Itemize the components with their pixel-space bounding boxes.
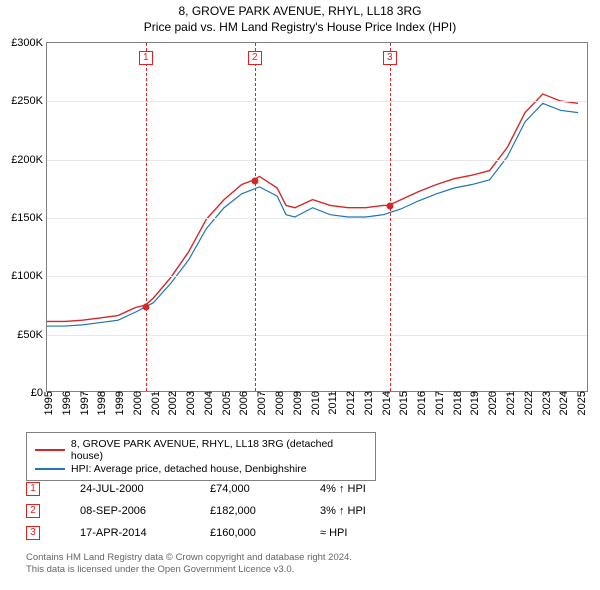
annotation-row: 1 24-JUL-2000 £74,000 4% ↑ HPI [26,478,420,500]
marker-box: 3 [383,51,397,65]
annotation-row: 3 17-APR-2014 £160,000 ≈ HPI [26,522,420,544]
legend-label: 8, GROVE PARK AVENUE, RHYL, LL18 3RG (de… [71,438,367,462]
y-axis-label: £200K [11,154,47,166]
x-axis-label: 2019 [465,391,481,415]
gridline [47,101,587,102]
y-axis-label: £100K [11,270,47,282]
annotation-price: £182,000 [210,505,320,517]
marker-vline [255,43,256,391]
footer-line1: Contains HM Land Registry data © Crown c… [26,552,352,564]
annotation-marker: 1 [26,482,40,496]
x-axis-label: 2022 [519,391,535,415]
chart-plot-area: £0£50K£100K£150K£200K£250K£300K199519961… [46,42,588,392]
x-axis-label: 2013 [359,391,375,415]
marker-box: 1 [139,51,153,65]
chart-lines-svg [47,43,587,391]
y-axis-label: £300K [11,37,47,49]
x-axis-label: 2003 [181,391,197,415]
annotation-hpi: 4% ↑ HPI [320,483,420,495]
x-axis-label: 2001 [146,391,162,415]
x-axis-label: 2017 [430,391,446,415]
x-axis-label: 1997 [75,391,91,415]
x-axis-label: 2000 [128,391,144,415]
y-axis-label: £250K [11,95,47,107]
titles: 8, GROVE PARK AVENUE, RHYL, LL18 3RG Pri… [0,0,600,34]
x-axis-label: 2015 [394,391,410,415]
chart-container: 8, GROVE PARK AVENUE, RHYL, LL18 3RG Pri… [0,0,600,590]
legend-swatch [35,449,65,451]
gridline [47,276,587,277]
title-line2: Price paid vs. HM Land Registry's House … [0,20,600,34]
annotation-row: 2 08-SEP-2006 £182,000 3% ↑ HPI [26,500,420,522]
annotation-table: 1 24-JUL-2000 £74,000 4% ↑ HPI 2 08-SEP-… [26,478,420,544]
annotation-hpi: ≈ HPI [320,527,420,539]
marker-dot [386,203,393,210]
x-axis-label: 2020 [483,391,499,415]
footer-line2: This data is licensed under the Open Gov… [26,564,352,576]
title-line1: 8, GROVE PARK AVENUE, RHYL, LL18 3RG [0,4,600,18]
marker-dot [251,177,258,184]
series-line [47,103,578,326]
x-axis-label: 2004 [199,391,215,415]
marker-vline [390,43,391,391]
x-axis-label: 2014 [377,391,393,415]
x-axis-label: 2011 [323,391,339,415]
x-axis-label: 2016 [412,391,428,415]
annotation-price: £74,000 [210,483,320,495]
x-axis-label: 1996 [57,391,73,415]
annotation-date: 08-SEP-2006 [80,505,210,517]
gridline [47,160,587,161]
annotation-marker: 3 [26,526,40,540]
annotation-marker: 2 [26,504,40,518]
y-axis-label: £150K [11,212,47,224]
x-axis-label: 2010 [306,391,322,415]
legend-row: 8, GROVE PARK AVENUE, RHYL, LL18 3RG (de… [35,438,367,462]
legend: 8, GROVE PARK AVENUE, RHYL, LL18 3RG (de… [26,432,376,481]
annotation-date: 17-APR-2014 [80,527,210,539]
x-axis-label: 2018 [448,391,464,415]
gridline [47,218,587,219]
x-axis-label: 2006 [234,391,250,415]
legend-row: HPI: Average price, detached house, Denb… [35,463,367,475]
marker-box: 2 [248,51,262,65]
x-axis-label: 2002 [163,391,179,415]
x-axis-label: 1999 [110,391,126,415]
annotation-hpi: 3% ↑ HPI [320,505,420,517]
x-axis-label: 2021 [501,391,517,415]
annotation-price: £160,000 [210,527,320,539]
annotation-date: 24-JUL-2000 [80,483,210,495]
x-axis-label: 2012 [341,391,357,415]
x-axis-label: 2008 [270,391,286,415]
footer: Contains HM Land Registry data © Crown c… [26,552,352,577]
x-axis-label: 2025 [572,391,588,415]
x-axis-label: 2005 [217,391,233,415]
legend-swatch [35,468,65,470]
x-axis-label: 1995 [39,391,55,415]
marker-vline [146,43,147,391]
x-axis-label: 2007 [252,391,268,415]
x-axis-label: 2024 [554,391,570,415]
legend-label: HPI: Average price, detached house, Denb… [71,463,307,475]
gridline [47,335,587,336]
y-axis-label: £50K [17,329,47,341]
x-axis-label: 1998 [92,391,108,415]
x-axis-label: 2023 [537,391,553,415]
x-axis-label: 2009 [288,391,304,415]
marker-dot [142,303,149,310]
